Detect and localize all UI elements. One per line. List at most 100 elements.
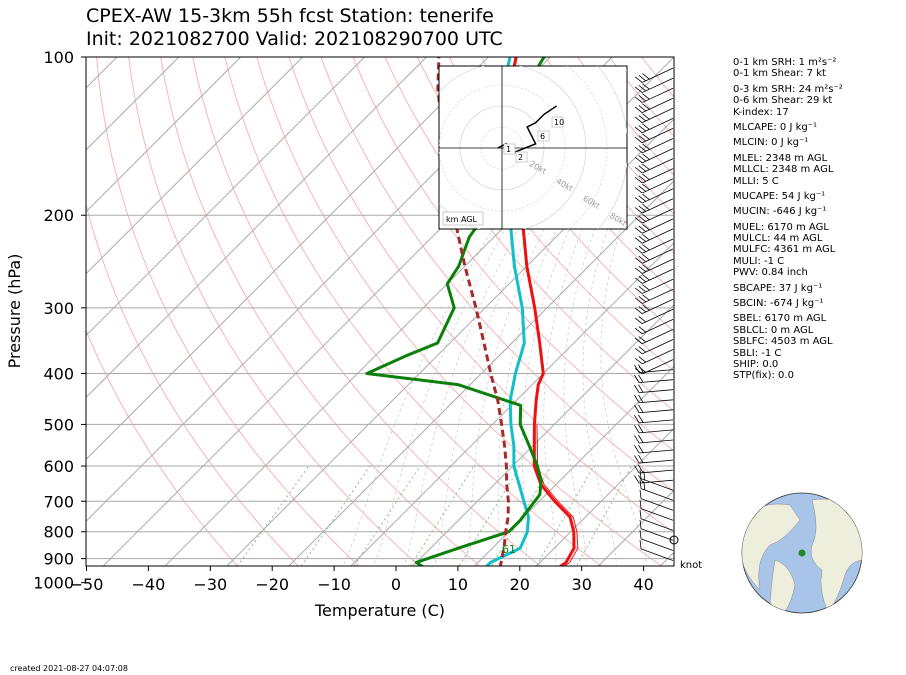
index-line: MULCL: 44 m AGL [733,233,823,245]
isotherm [86,57,180,151]
wind-barb [634,118,674,134]
dry-adiabat [416,57,674,372]
wind-barb [639,509,674,531]
wind-barb [639,489,674,511]
wind-barb [634,374,674,384]
x-tick-label: −40 [132,575,166,594]
wind-barbs [634,67,679,561]
wind-barb [634,188,674,204]
mixing-ratio-line [458,465,521,566]
moist-adiabat [582,215,617,566]
wind-barb [634,97,674,114]
created-timestamp: created 2021-08-27 04:07:08 [10,664,128,673]
moist-adiabat [563,215,601,566]
wind-barb [634,464,674,474]
wind-barb [634,394,674,404]
x-tick-label: −30 [193,575,227,594]
station-marker [798,549,806,557]
index-line: MUEL: 6170 m AGL [733,221,829,233]
moist-adiabat [342,215,502,566]
index-line: MLEL: 2348 m AGL [733,152,828,164]
wind-barb [634,424,674,434]
mixing-ratio-line [535,465,595,566]
wind-barb [634,339,674,355]
x-tick-label: 0 [391,575,401,594]
wind-barb [634,258,674,274]
dry-adiabat [192,57,542,566]
wind-barb [634,77,674,93]
y-tick-label: 200 [43,206,74,225]
surface-annotation: 61 [502,543,516,556]
isotherm [350,242,674,566]
wind-barb [634,168,674,184]
index-line: MLCAPE: 0 J kg⁻¹ [733,121,818,133]
moist-adiabat [373,215,514,566]
moist-adiabat [521,215,576,566]
wind-barb [634,178,674,194]
dry-adiabat [288,57,674,534]
wind-barb [634,454,674,464]
background-lines [86,57,674,566]
wind-barb [634,67,674,83]
index-line: 0-1 km Shear: 7 kt [733,68,826,80]
index-line: SBEL: 6170 m AGL [733,313,827,325]
index-line: 0-1 km SRH: 1 m²s⁻² [733,57,837,68]
x-tick-label: 20 [510,575,530,594]
dry-adiabat [86,202,299,566]
wind-unit-label: knot [680,560,703,571]
moist-adiabat [403,215,526,566]
wind-barb [634,87,674,103]
index-line: MLLI: 5 C [733,175,779,187]
wind-barb [634,298,674,315]
index-line: 0-6 km Shear: 29 kt [733,95,833,107]
hodograph-unit-label: km AGL [446,215,478,224]
index-line: MUCIN: -646 J kg⁻¹ [733,206,827,218]
index-line: SBLFC: 4503 m AGL [733,336,833,348]
moist-adiabat [600,215,647,566]
y-tick-label: 100 [43,48,74,67]
wind-barb [634,107,674,124]
index-line: MLLCL: 2348 m AGL [733,164,834,176]
index-line: SBCIN: -674 J kg⁻¹ [733,298,824,310]
moist-adiabat [543,215,588,566]
isotherm [86,57,365,337]
y-tick-label: 800 [43,523,74,542]
mixing-ratio-line [300,465,371,566]
wind-barb [639,529,674,551]
wind-barb [639,519,674,541]
wind-barb [634,474,674,484]
x-tick-label: −20 [255,575,289,594]
hodograph-height-label: 2 [518,153,523,162]
line-temperature_thin [536,424,579,566]
chart-title: CPEX-AW 15-3km 55h fcst Station: tenerif… [86,5,494,27]
x-tick-label: −50 [70,575,104,594]
wind-barb [634,329,674,345]
y-tick-label: 600 [43,457,74,476]
isotherm [535,427,674,566]
hodograph-height-label: 10 [554,118,564,127]
wind-barb [639,479,674,501]
index-line: MLCIN: 0 J kg⁻¹ [733,137,809,149]
isotherm [411,303,674,566]
moist-adiabat [464,215,551,566]
wind-barb [639,539,674,561]
wind-barb [634,404,674,414]
wind-barb [634,148,674,164]
index-line: SBCAPE: 37 J kg⁻¹ [733,282,823,294]
index-line: MULI: -1 C [733,255,785,267]
isotherm [288,180,674,566]
index-line: SBLCL: 0 m AGL [733,324,814,336]
plot-frame [85,56,675,567]
indices-panel: 0-1 km SRH: 1 m²s⁻² 0-1 km Shear: 7 kt 0-3… [733,57,843,382]
dry-adiabat [86,329,239,566]
wind-barb [634,158,674,174]
wind-barb [639,469,674,491]
hodograph-height-label: 6 [540,132,545,141]
index-line: SBLI: -1 C [733,347,782,359]
x-tick-label: 40 [633,575,653,594]
chart-subtitle: Init: 2021082700 Valid: 202108290700 UTC [86,28,503,50]
wind-barb [634,384,674,394]
dry-adiabat [128,57,421,566]
wind-barb [634,288,674,304]
